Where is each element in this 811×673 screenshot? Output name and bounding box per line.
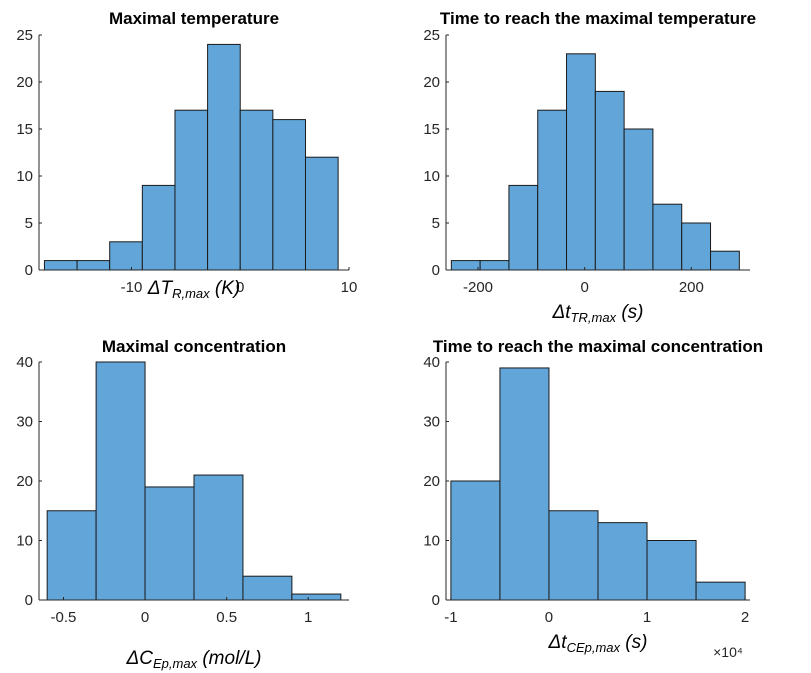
histogram-bar [174, 109, 209, 271]
histogram-bar [623, 128, 654, 271]
histogram-bar [479, 260, 510, 271]
y-tick-label: 30 [16, 414, 33, 431]
y-tick-label: 25 [16, 27, 33, 44]
y-tick-label: 10 [423, 168, 440, 185]
y-tick-label: 30 [423, 414, 440, 431]
y-tick-label: 25 [423, 27, 440, 44]
histogram-bar [95, 361, 146, 601]
y-tick-label: 10 [16, 533, 33, 550]
x-tick-label: -1 [444, 609, 457, 626]
x-tick-label: 0 [545, 609, 553, 626]
y-tick-label: 20 [423, 473, 440, 490]
histogram-bar [239, 109, 274, 271]
chart-title: Maximal temperature [109, 9, 279, 28]
histogram-bar [109, 241, 143, 271]
histogram-bar [710, 250, 740, 271]
y-tick-label: 15 [16, 121, 33, 138]
y-tick-label: 20 [16, 74, 33, 91]
x-axis-label: ΔCEp,max (mol/L) [126, 648, 262, 671]
chart-title: Time to reach the maximal concentration [433, 337, 763, 356]
x-tick-label: 0 [236, 279, 244, 296]
y-tick-label: 0 [432, 592, 440, 609]
y-tick-label: 10 [16, 168, 33, 185]
histogram-bar [681, 222, 712, 271]
x-tick-label: 10 [341, 279, 358, 296]
x-tick-label: 2 [741, 609, 749, 626]
x-axis-label: ΔtCEp,max (s) [548, 632, 648, 655]
y-tick-label: 20 [423, 74, 440, 91]
histogram-bar [144, 486, 195, 601]
histogram-bar [450, 260, 481, 271]
x-tick-label: -200 [463, 279, 493, 296]
histogram-bar [652, 203, 683, 271]
x-tick-label: 0 [580, 279, 588, 296]
y-tick-label: 0 [25, 262, 33, 279]
y-tick-label: 20 [16, 473, 33, 490]
histogram-bar [46, 510, 97, 601]
y-tick-label: 40 [16, 354, 33, 371]
histogram-bar [548, 510, 599, 601]
histogram-bar [291, 593, 342, 601]
histogram-bar [499, 367, 550, 601]
histogram-bar [272, 119, 306, 271]
histogram-bar [304, 156, 339, 271]
x-axis-label: ΔtTR,max (s) [552, 302, 644, 325]
histogram-bar [43, 260, 78, 271]
histogram-bar [537, 109, 568, 271]
x-axis-multiplier: ×10⁴ [713, 644, 743, 660]
histogram-bar [646, 540, 697, 601]
x-tick-label: 0.5 [216, 609, 237, 626]
histogram-bar [508, 184, 539, 271]
y-tick-label: 15 [423, 121, 440, 138]
histogram-bar [695, 581, 746, 601]
x-tick-label: -0.5 [51, 609, 77, 626]
histogram-bar [597, 522, 648, 601]
histogram-bar [76, 260, 111, 271]
histogram-bar [450, 480, 501, 601]
chart-panel-1: -10 0 10 0 5 10 15 20 25 Maximal temperature ΔTR,m… [16, 9, 357, 301]
x-tick-label: 1 [643, 609, 651, 626]
y-tick-label: 5 [432, 215, 440, 232]
histogram-bar [594, 90, 625, 271]
y-tick-label: 10 [423, 533, 440, 550]
histogram-bar [193, 474, 244, 601]
x-axis-label: ΔTR,max (K) [147, 278, 241, 301]
x-tick-label: 1 [304, 609, 312, 626]
chart-title: Maximal concentration [102, 337, 286, 356]
x-tick-label: 0 [141, 609, 149, 626]
histogram-bar [141, 184, 176, 271]
histogram-bar [566, 53, 596, 271]
histogram-bar [207, 43, 241, 271]
x-tick-label: 200 [679, 279, 704, 296]
histogram-bar [242, 575, 293, 601]
chart-title: Time to reach the maximal temperature [440, 9, 756, 28]
y-tick-label: 5 [25, 215, 33, 232]
y-tick-label: 40 [423, 354, 440, 371]
x-tick-label: -10 [121, 279, 143, 296]
y-tick-label: 0 [25, 592, 33, 609]
y-tick-label: 0 [432, 262, 440, 279]
